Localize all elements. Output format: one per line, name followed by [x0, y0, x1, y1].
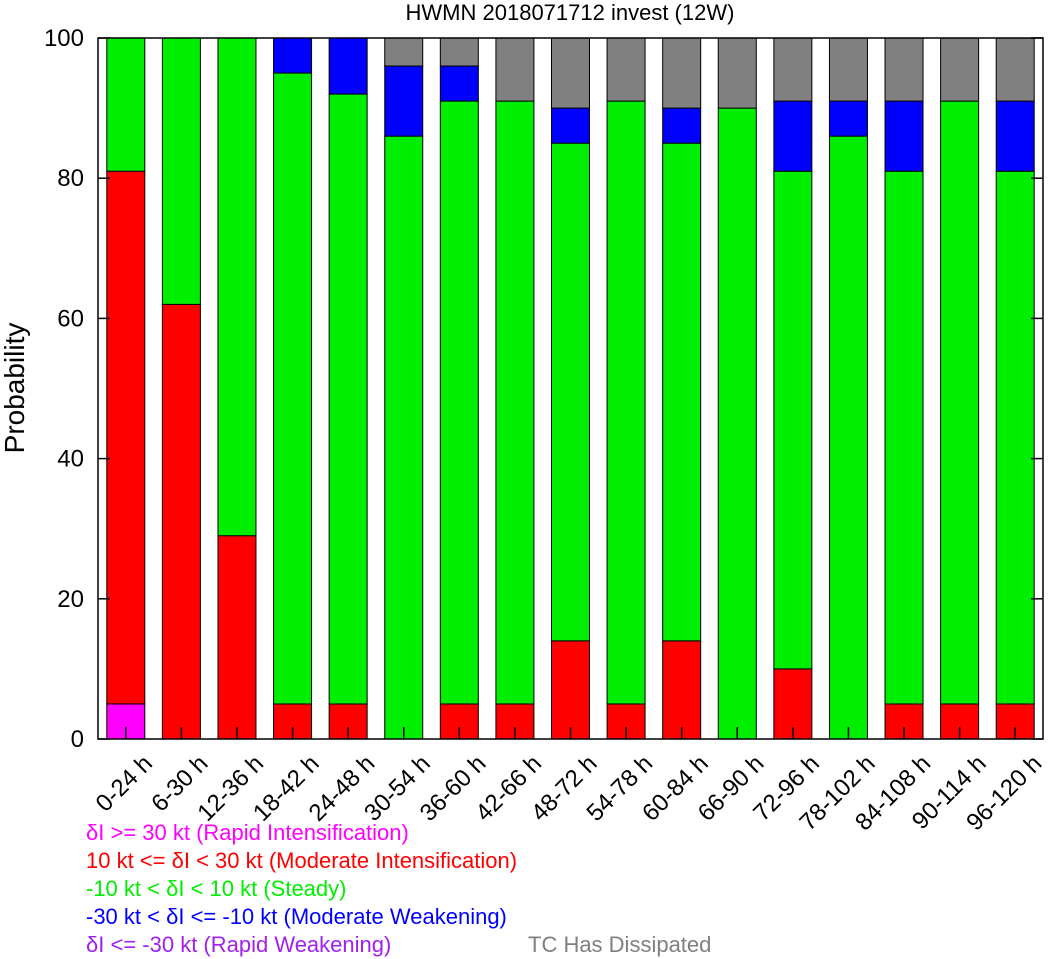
bar-segment [940, 37, 980, 102]
y-tick-label: 0 [71, 726, 84, 753]
bar-segment [106, 37, 146, 172]
bar-segment [995, 170, 1035, 705]
bar-segment [995, 37, 1035, 102]
bar-segment [161, 303, 201, 740]
bar-segment [773, 170, 813, 670]
bar-segment [606, 37, 646, 102]
bar-segment [828, 37, 868, 102]
bar-segment [828, 100, 868, 137]
y-tick-label: 60 [57, 305, 84, 332]
bar-segment [940, 100, 980, 705]
bar-segment [384, 37, 424, 67]
bar-segment [106, 170, 146, 705]
y-tick-label: 20 [57, 586, 84, 613]
bar-segment [328, 37, 368, 95]
bar-segment [884, 170, 924, 705]
y-tick-label: 40 [57, 446, 84, 473]
bar-segment [717, 37, 757, 109]
bar-segment [217, 37, 257, 537]
bar-segment [884, 37, 924, 102]
bar-segment [439, 37, 479, 67]
bar-segment [439, 100, 479, 705]
bar-segment [662, 142, 702, 642]
bar-segment [384, 65, 424, 137]
y-axis-label: Probability [0, 323, 30, 454]
bar-segment [384, 135, 424, 740]
bar-segment [884, 100, 924, 172]
bar-segment [551, 142, 590, 642]
bar-segment [606, 100, 646, 705]
legend-entry: 10 kt <= δI < 30 kt (Moderate Intensific… [86, 848, 517, 873]
bar-segment [662, 107, 702, 144]
legend-entry: -30 kt < δI <= -10 kt (Moderate Weakenin… [86, 904, 507, 929]
y-tick-label: 80 [57, 165, 84, 192]
y-tick-label: 100 [44, 25, 84, 52]
bar-segment [773, 37, 813, 102]
bar-segment [217, 535, 257, 740]
bar-segment [551, 640, 590, 740]
bar-segment [773, 100, 813, 172]
bar-segment [551, 107, 590, 144]
legend-entry: δI >= 30 kt (Rapid Intensification) [86, 820, 409, 845]
bar-segment [662, 37, 702, 109]
bar-segment [828, 135, 868, 740]
legend-entry: -10 kt < δI < 10 kt (Steady) [86, 876, 346, 901]
bar-segment [495, 100, 535, 705]
bar-segment [551, 37, 590, 109]
bar-segment [662, 640, 702, 740]
bar-segment [161, 37, 201, 305]
bar-segment [328, 93, 368, 705]
legend-entry: TC Has Dissipated [528, 932, 711, 957]
bar-segment [995, 100, 1035, 172]
bar-segment [273, 37, 313, 74]
chart-title: HWMN 2018071712 invest (12W) [406, 0, 735, 25]
legend-entry: δI <= -30 kt (Rapid Weakening) [86, 932, 391, 957]
bar-segment [495, 37, 535, 102]
legend: δI >= 30 kt (Rapid Intensification) 10 kt… [86, 820, 711, 957]
x-tick-label: 0-24 h [91, 750, 158, 817]
bar-segment [439, 65, 479, 102]
bars-layer [106, 37, 1035, 740]
bar-segment [273, 72, 313, 705]
bar-segment [717, 107, 757, 740]
